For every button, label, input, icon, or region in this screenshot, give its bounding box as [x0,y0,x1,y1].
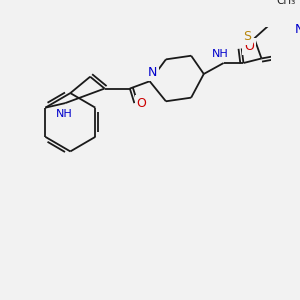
Text: O: O [136,97,146,110]
Text: CH₃: CH₃ [276,0,296,6]
Text: NH: NH [212,49,228,59]
Text: O: O [244,40,254,53]
Text: N: N [148,66,157,79]
Text: NH: NH [56,109,73,119]
Text: N: N [295,23,300,36]
Text: S: S [243,30,251,43]
